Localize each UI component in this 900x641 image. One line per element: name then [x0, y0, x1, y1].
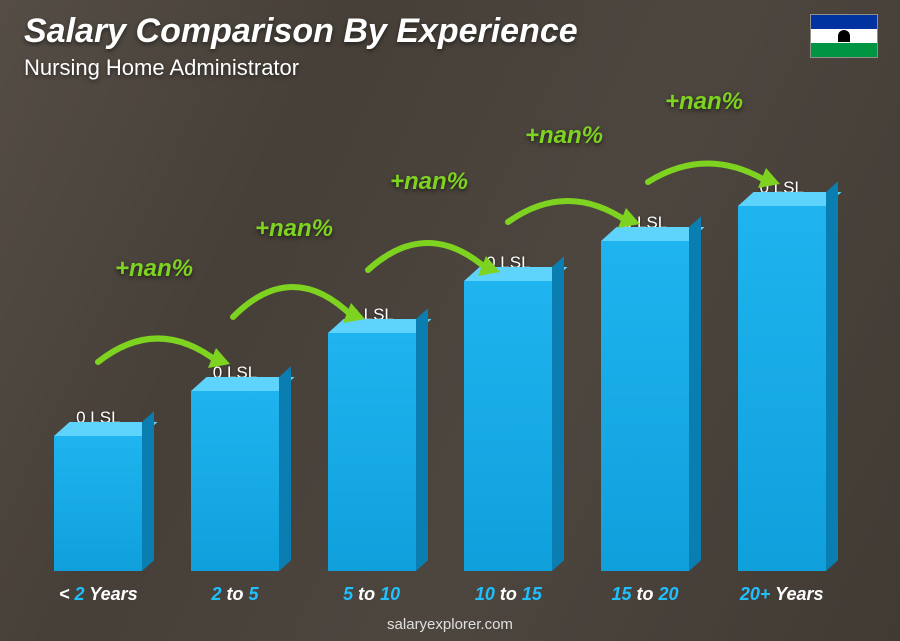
bar [191, 391, 279, 571]
x-axis-label: 10 to 15 [440, 584, 577, 605]
bar-chart: 0 LSL0 LSL0 LSL0 LSL0 LSL0 LSL [30, 120, 850, 571]
bar-slot: 0 LSL [167, 120, 304, 571]
x-axis-label: 2 to 5 [167, 584, 304, 605]
bar-slot: 0 LSL [713, 120, 850, 571]
chart-title: Salary Comparison By Experience [24, 12, 876, 51]
bar [464, 281, 552, 571]
bar-slot: 0 LSL [577, 120, 714, 571]
bar-slot: 0 LSL [303, 120, 440, 571]
delta-label: +nan% [665, 88, 743, 116]
bar [601, 241, 689, 571]
bar-slot: 0 LSL [440, 120, 577, 571]
footer-credit: salaryexplorer.com [0, 616, 900, 633]
bar [738, 206, 826, 571]
x-axis-label: 20+ Years [713, 584, 850, 605]
bar [328, 333, 416, 571]
x-axis: < 2 Years2 to 55 to 1010 to 1515 to 2020… [30, 584, 850, 605]
x-axis-label: 5 to 10 [303, 584, 440, 605]
country-flag-lesotho [810, 14, 878, 58]
chart-subtitle: Nursing Home Administrator [24, 55, 876, 81]
bar-slot: 0 LSL [30, 120, 167, 571]
x-axis-label: < 2 Years [30, 584, 167, 605]
bar [54, 436, 142, 571]
x-axis-label: 15 to 20 [577, 584, 714, 605]
